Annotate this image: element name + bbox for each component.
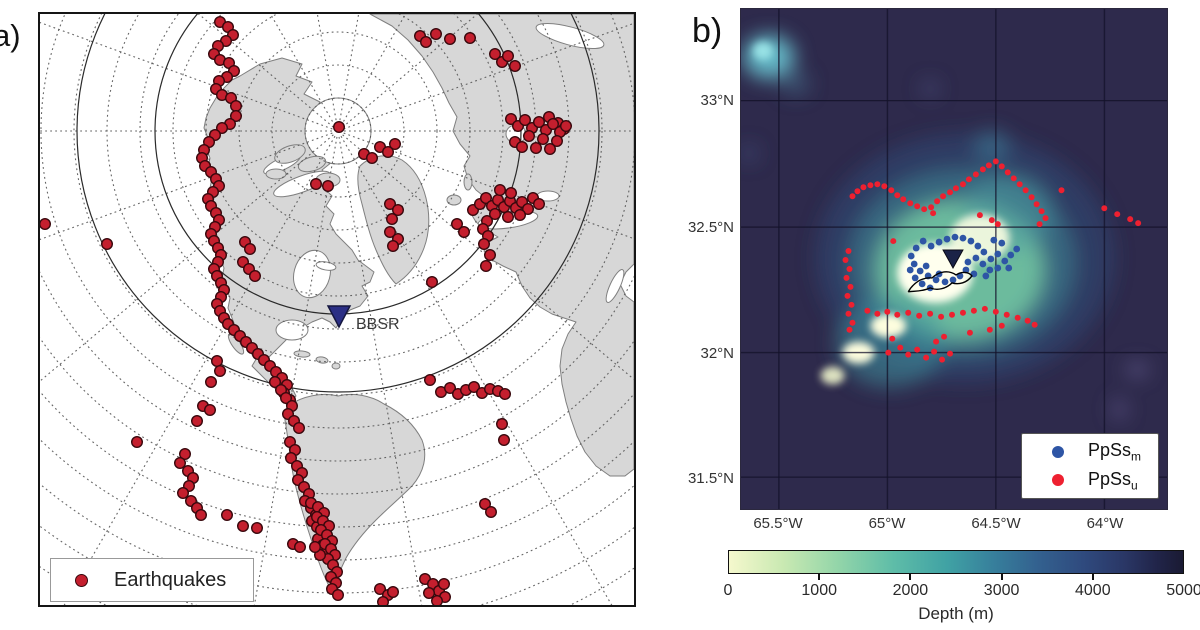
earthquake-dots-layer	[40, 15, 573, 605]
ppss-u-dots-layer	[842, 158, 1142, 363]
depth-colorbar	[728, 550, 1184, 574]
bermuda-island-contour	[907, 271, 973, 293]
ppss-u-marker-icon	[1052, 474, 1064, 487]
panel-a-legend: Earthquakes	[50, 558, 254, 602]
colorbar-tick-label: 3000	[983, 582, 1020, 599]
land-hispaniola	[315, 356, 329, 364]
landmasses	[203, 14, 634, 593]
x-tick-64-5w: 64.5°W	[971, 515, 1021, 532]
earthquake-legend-label: Earthquakes	[114, 568, 227, 591]
x-tick-65w: 65°W	[868, 515, 906, 532]
colorbar-tick-mark	[818, 574, 821, 580]
ob-gulf	[535, 22, 605, 50]
panel-a-world-map: BBSR Earthquakes	[38, 12, 636, 607]
station-marker-group: BBSR	[326, 305, 400, 333]
panel-a-label: a)	[0, 18, 21, 53]
arctic-islands	[265, 144, 341, 188]
colorbar-tick-label: 5000	[1166, 582, 1200, 599]
land-cuba	[293, 350, 311, 358]
land-iceland	[446, 194, 462, 206]
latlon-gridlines	[741, 9, 1167, 509]
panel-b-bathymetry-map: PpSsm PpSsu	[740, 8, 1168, 510]
colorbar-tick-mark	[1091, 574, 1094, 580]
red-sea	[605, 269, 625, 303]
x-tick-65-5w: 65.5°W	[753, 515, 803, 532]
legend-row-ppss-m: PpSsm	[1052, 441, 1158, 463]
panel-b-label: b)	[692, 12, 723, 50]
land-britain	[463, 173, 473, 191]
graticule	[40, 14, 634, 605]
ppss-m-label: PpSsm	[1088, 439, 1142, 464]
colorbar-tick-mark	[1000, 574, 1003, 580]
station-label: BBSR	[356, 316, 400, 333]
station-triangle-icon-b	[942, 249, 964, 269]
colorbar-tick-label: 1000	[801, 582, 837, 599]
ppss-m-marker-icon	[1052, 445, 1064, 458]
x-tick-64w: 64°W	[1086, 515, 1124, 532]
gulf-of-mexico	[275, 319, 309, 341]
y-tick-32n: 32°N	[700, 345, 734, 362]
ppss-m-dots-layer	[906, 233, 1021, 292]
earthquake-legend-marker-icon	[75, 573, 88, 587]
colorbar-tick-label: 4000	[1075, 582, 1111, 599]
ppss-u-label: PpSsu	[1088, 468, 1138, 493]
land-antilles	[331, 362, 341, 370]
colorbar-axis-label: Depth (m)	[918, 604, 994, 623]
y-tick-31-5n: 31.5°N	[687, 470, 734, 487]
legend-row-ppss-u: PpSsu	[1052, 468, 1158, 493]
great-lakes	[315, 261, 337, 271]
world-map-svg: BBSR	[40, 14, 634, 605]
station-triangle-icon	[326, 305, 352, 329]
y-tick-32-5n: 32.5°N	[687, 219, 734, 236]
colorbar-tick-mark	[909, 574, 912, 580]
bathymetry-svg	[741, 9, 1167, 509]
colorbar-tick-label: 0	[723, 582, 733, 599]
panel-b-legend: PpSsm PpSsu	[1021, 433, 1159, 499]
y-tick-33n: 33°N	[700, 92, 734, 109]
colorbar-tick-label: 2000	[892, 582, 929, 599]
